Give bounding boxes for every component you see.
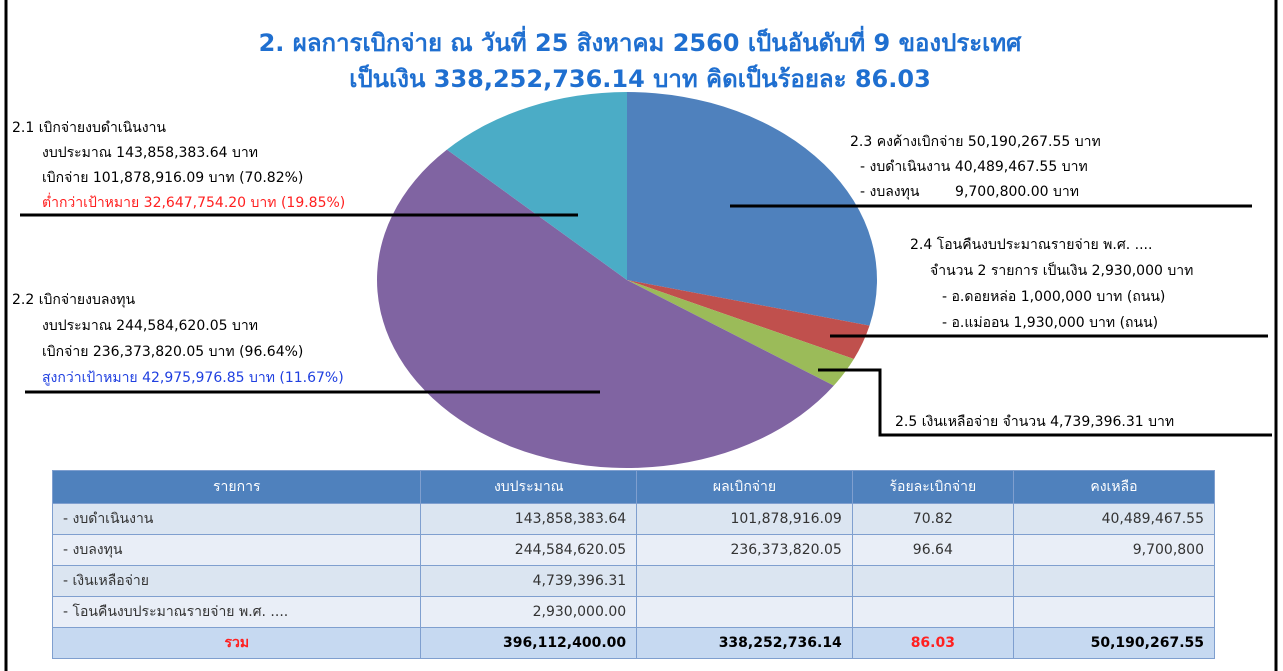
- annotation: - อ.ดอยหล่อ 1,000,000 บาท (ถนน): [942, 289, 1165, 305]
- table-cell: 50,190,267.55: [1012, 627, 1216, 659]
- table-cell: ร้อยละเบิกจ่าย: [851, 470, 1014, 504]
- pie-slice: [377, 149, 834, 468]
- table-cell: [636, 596, 853, 628]
- table-cell: - งบลงทุน: [51, 534, 422, 566]
- annotation: งบประมาณ 143,858,383.64 บาท: [42, 145, 258, 161]
- pie-slice: [627, 280, 870, 359]
- pie-slice: [627, 280, 854, 386]
- table-row: รวม 396,112,400.00 338,252,736.14 86.03 50,1…: [51, 627, 1216, 659]
- table-cell: [636, 565, 853, 597]
- table-cell: - โอนคืนงบประมาณรายจ่าย พ.ศ. ....: [51, 596, 422, 628]
- title: 2. ผลการเบิกจ่าย ณ วันที่ 25 สิงหาคม 256…: [259, 25, 1023, 57]
- subtitle: เป็นเงิน 338,252,736.14 บาท คิดเป็นร้อยล…: [349, 64, 931, 93]
- annotation: - งบดำเนินงาน 40,489,467.55 บาท: [860, 159, 1088, 175]
- table-cell: 236,373,820.05: [636, 534, 853, 566]
- table-cell: - งบดำเนินงาน: [51, 503, 422, 535]
- table-cell: 96.64: [851, 534, 1014, 566]
- table-row: รายการ งบประมาณ ผลเบิกจ่าย ร้อยละเบิกจ่าย คง…: [51, 470, 1216, 504]
- table-cell: 244,584,620.05: [420, 534, 638, 566]
- table-cell: 70.82: [851, 503, 1014, 535]
- table-cell: 396,112,400.00: [420, 627, 638, 659]
- pie-slice: [627, 92, 877, 326]
- pie-slice: [446, 92, 627, 280]
- table-row: - โอนคืนงบประมาณรายจ่าย พ.ศ. .... 2,930,0…: [51, 596, 1216, 628]
- summary-table: รายการ งบประมาณ ผลเบิกจ่าย ร้อยละเบิกจ่าย คง…: [51, 470, 1216, 659]
- annotation: เบิกจ่าย 101,878,916.09 บาท (70.82%): [42, 170, 303, 186]
- annotation: 2.2 เบิกจ่ายงบลงทุน: [12, 292, 135, 308]
- table-cell: 338,252,736.14: [636, 627, 853, 659]
- annotation: - อ.แม่ออน 1,930,000 บาท (ถนน): [942, 315, 1158, 331]
- annotation: งบประมาณ 244,584,620.05 บาท: [42, 318, 258, 334]
- table-row: - งบดำเนินงาน 143,858,383.64 101,878,916.0…: [51, 503, 1216, 535]
- table-cell: รายการ: [51, 470, 422, 504]
- annotation: 2.5 เงินเหลือจ่าย จำนวน 4,739,396.31 บาท: [895, 414, 1174, 430]
- table-row: - งบลงทุน 244,584,620.05 236,373,820.05 96.…: [51, 534, 1216, 566]
- table-cell: คงเหลือ: [1012, 470, 1216, 504]
- table-cell: รวม: [51, 627, 422, 659]
- table-cell: 2,930,000.00: [420, 596, 638, 628]
- annotation: สูงกว่าเป้าหมาย 42,975,976.85 บาท (11.67…: [42, 370, 344, 386]
- table-cell: [1012, 565, 1216, 597]
- annotation: จำนวน 2 รายการ เป็นเงิน 2,930,000 บาท: [930, 261, 1193, 279]
- leader: [818, 368, 1272, 437]
- table-cell: 101,878,916.09: [636, 503, 853, 535]
- annotation: - งบลงทุน 9,700,800.00 บาท: [860, 184, 1079, 200]
- table-cell: ผลเบิกจ่าย: [636, 470, 853, 504]
- table-cell: 143,858,383.64: [420, 503, 638, 535]
- annotation: 2.4 โอนคืนงบประมาณรายจ่าย พ.ศ. ....: [910, 236, 1152, 253]
- table-row: - เงินเหลือจ่าย 4,739,396.31: [51, 565, 1216, 597]
- table-cell: [851, 565, 1014, 597]
- table-cell: - เงินเหลือจ่าย: [51, 565, 422, 597]
- table-cell: 4,739,396.31: [420, 565, 638, 597]
- table-cell: 40,489,467.55: [1012, 503, 1216, 535]
- table-cell: [1012, 596, 1216, 628]
- table-cell: 86.03: [851, 627, 1014, 659]
- annotation: 2.3 คงค้างเบิกจ่าย 50,190,267.55 บาท: [850, 134, 1101, 150]
- table-cell: งบประมาณ: [420, 470, 638, 504]
- table-cell: 9,700,800: [1012, 534, 1216, 566]
- table-cell: [851, 596, 1014, 628]
- annotation: เบิกจ่าย 236,373,820.05 บาท (96.64%): [42, 344, 303, 360]
- annotation: ต่ำกว่าเป้าหมาย 32,647,754.20 บาท (19.85…: [42, 193, 345, 211]
- annotation: 2.1 เบิกจ่ายงบดำเนินงาน: [12, 120, 166, 136]
